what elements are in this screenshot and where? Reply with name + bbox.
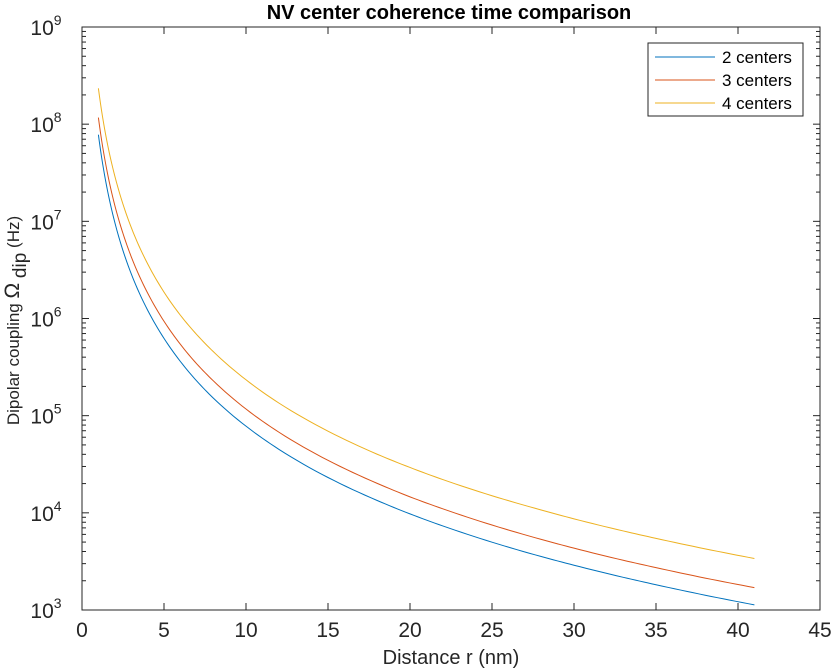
legend-label-1: 2 centers	[722, 48, 792, 67]
x-tick-label: 15	[316, 619, 339, 642]
y-tick-label: 106	[30, 304, 61, 332]
legend: 2 centers 3 centers 4 centers	[647, 42, 804, 117]
y-tick-label: 104	[30, 498, 61, 526]
x-axis-title: Distance r (nm)	[383, 647, 520, 669]
x-tick-label: 45	[808, 619, 831, 642]
y-axis-title-suffix: (Hz)	[4, 216, 23, 248]
y-axis-title-subscript: dip	[10, 253, 31, 278]
x-tick-label: 35	[644, 619, 667, 642]
series-line-1	[97, 134, 755, 606]
x-tick-label: 0	[76, 619, 88, 642]
x-tick-label: 10	[234, 619, 257, 642]
y-tick-label: 108	[30, 109, 61, 137]
series-layer	[97, 88, 755, 606]
y-tick-label: 109	[30, 12, 61, 40]
legend-label-2: 3 centers	[722, 71, 792, 90]
chart-title: NV center coherence time comparison	[267, 2, 632, 24]
y-tick-label: 103	[30, 595, 61, 623]
x-tick-label: 20	[398, 619, 421, 642]
y-axis-title: Dipolar coupling Ω dip (Hz)	[1, 216, 31, 425]
legend-label-3: 4 centers	[722, 94, 792, 113]
x-tick-label: 25	[480, 619, 503, 642]
series-line-3	[97, 88, 755, 559]
y-axis-title-prefix: Dipolar coupling	[4, 299, 23, 426]
y-axis-title-symbol: Ω	[1, 283, 24, 299]
x-tick-label: 40	[726, 619, 749, 642]
y-tick-label: 105	[30, 401, 61, 429]
x-tick-label: 5	[158, 619, 170, 642]
y-tick-label: 107	[30, 206, 61, 234]
series-line-2	[97, 117, 755, 589]
axis-ticks: 0 5 10 15 20 25 30 35 40 45 103 104 105 106 107 108 109	[30, 12, 831, 642]
x-tick-label: 30	[562, 619, 585, 642]
